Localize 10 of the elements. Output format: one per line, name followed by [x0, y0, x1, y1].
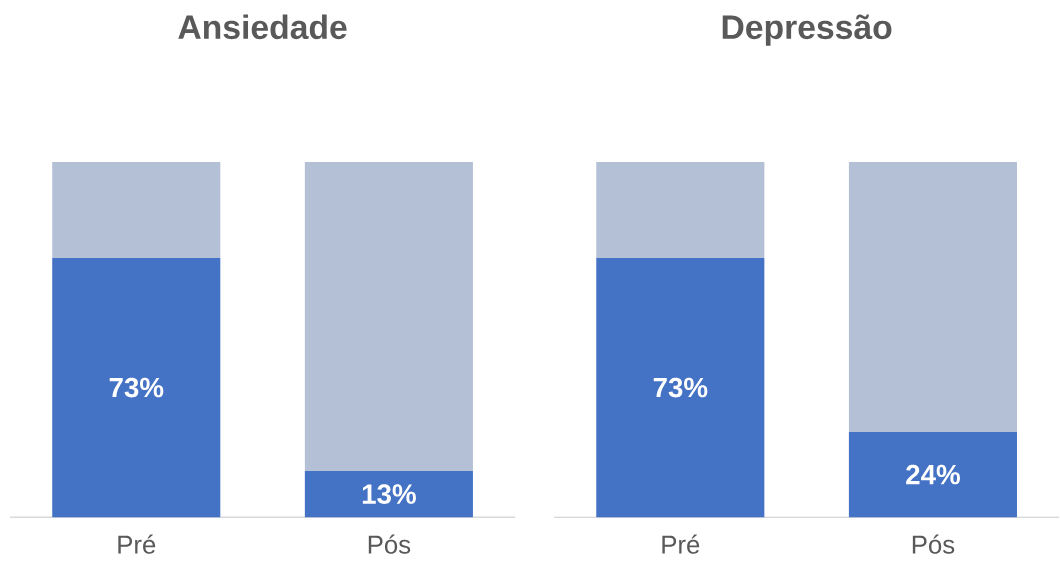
x-tick-label: Pré — [662, 534, 700, 554]
data-label: 13% — [362, 484, 416, 505]
data-label: 73% — [653, 377, 708, 398]
data-label: 73% — [109, 377, 164, 398]
x-tick-label: Pré — [118, 534, 156, 554]
x-tick-label: Pós — [912, 534, 955, 554]
data-label: 24% — [906, 464, 960, 485]
chart-title: Ansiedade — [178, 14, 347, 40]
chart-title: Depressão — [722, 14, 892, 46]
x-tick-label: Pós — [368, 534, 411, 554]
